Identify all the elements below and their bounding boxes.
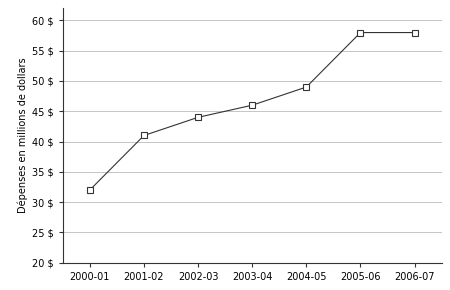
Y-axis label: Dépenses en millions de dollars: Dépenses en millions de dollars: [18, 58, 28, 213]
